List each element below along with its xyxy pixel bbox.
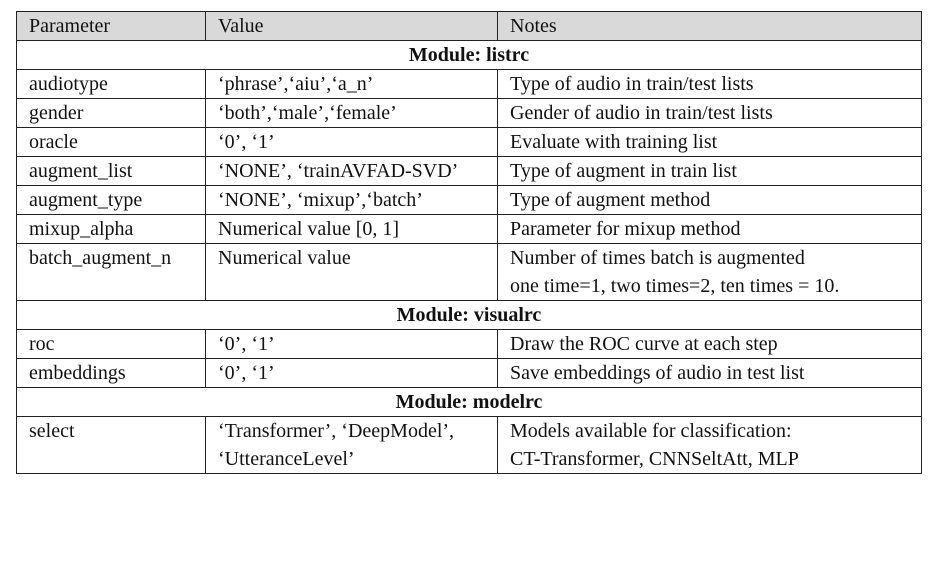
notes-cell: Type of audio in train/test lists bbox=[497, 69, 922, 99]
value-line: ‘UtteranceLevel’ bbox=[218, 448, 355, 470]
table-row: mixup_alpha Numerical value [0, 1] Paramet… bbox=[16, 214, 922, 244]
notes-line: CT-Transformer, CNNSeltAtt, MLP bbox=[510, 448, 799, 470]
parameter-cell: roc bbox=[16, 329, 206, 359]
header-value: Value bbox=[205, 11, 498, 41]
table-row: embeddings ‘0’, ‘1’ Save embeddings of aud… bbox=[16, 358, 922, 388]
notes-line: Evaluate with training list bbox=[510, 131, 718, 153]
value-cell: ‘NONE’, ‘trainAVFAD-SVD’ bbox=[205, 156, 498, 186]
parameter-table: Parameter Value Notes Module: listrc audi… bbox=[16, 11, 922, 474]
parameter-cell: gender bbox=[16, 98, 206, 128]
module-row: Module: listrc bbox=[16, 40, 922, 70]
table-body: Module: listrc audiotype ‘phrase’,‘aiu’,‘a… bbox=[16, 40, 922, 474]
notes-line: Draw the ROC curve at each step bbox=[510, 333, 778, 355]
module-row: Module: visualrc bbox=[16, 300, 922, 330]
notes-line: Save embeddings of audio in test list bbox=[510, 362, 805, 384]
value-line: Numerical value bbox=[218, 247, 351, 269]
table-row: batch_augment_n Numerical value Number of … bbox=[16, 243, 922, 301]
table-row: oracle ‘0’, ‘1’ Evaluate with training lis… bbox=[16, 127, 922, 157]
value-line: ‘NONE’, ‘trainAVFAD-SVD’ bbox=[218, 160, 459, 182]
value-line: ‘NONE’, ‘mixup’,‘batch’ bbox=[218, 189, 423, 211]
value-line: ‘0’, ‘1’ bbox=[218, 333, 275, 355]
module-row: Module: modelrc bbox=[16, 387, 922, 417]
value-cell: ‘0’, ‘1’ bbox=[205, 127, 498, 157]
header-parameter: Parameter bbox=[16, 11, 206, 41]
value-line: ‘both’,‘male’,‘female’ bbox=[218, 102, 397, 124]
notes-line: Parameter for mixup method bbox=[510, 218, 741, 240]
notes-cell: Type of augment method bbox=[497, 185, 922, 215]
parameter-cell: augment_type bbox=[16, 185, 206, 215]
value-line: ‘phrase’,‘aiu’,‘a_n’ bbox=[218, 73, 374, 95]
notes-cell: Parameter for mixup method bbox=[497, 214, 922, 244]
value-cell: ‘0’, ‘1’ bbox=[205, 358, 498, 388]
value-cell: Numerical value [0, 1] bbox=[205, 214, 498, 244]
notes-line: Type of augment in train list bbox=[510, 160, 737, 182]
parameter-cell: oracle bbox=[16, 127, 206, 157]
parameter-cell: embeddings bbox=[16, 358, 206, 388]
notes-cell: Draw the ROC curve at each step bbox=[497, 329, 922, 359]
value-line: ‘0’, ‘1’ bbox=[218, 131, 275, 153]
header-row: Parameter Value Notes bbox=[16, 11, 922, 41]
table-row: gender ‘both’,‘male’,‘female’ Gender of au… bbox=[16, 98, 922, 128]
value-line: ‘0’, ‘1’ bbox=[218, 362, 275, 384]
value-cell: ‘both’,‘male’,‘female’ bbox=[205, 98, 498, 128]
table-row: augment_list ‘NONE’, ‘trainAVFAD-SVD’ Type… bbox=[16, 156, 922, 186]
parameter-cell: batch_augment_n bbox=[16, 243, 206, 301]
table-row: select ‘Transformer’, ‘DeepModel’, ‘Uttera… bbox=[16, 416, 922, 474]
parameter-cell: audiotype bbox=[16, 69, 206, 99]
notes-line: Type of audio in train/test lists bbox=[510, 73, 754, 95]
value-cell: ‘phrase’,‘aiu’,‘a_n’ bbox=[205, 69, 498, 99]
table-header: Parameter Value Notes bbox=[16, 11, 922, 41]
table-row: audiotype ‘phrase’,‘aiu’,‘a_n’ Type of aud… bbox=[16, 69, 922, 99]
table-row: augment_type ‘NONE’, ‘mixup’,‘batch’ Type … bbox=[16, 185, 922, 215]
module-title: Module: listrc bbox=[16, 40, 922, 70]
parameter-cell: mixup_alpha bbox=[16, 214, 206, 244]
value-cell: ‘NONE’, ‘mixup’,‘batch’ bbox=[205, 185, 498, 215]
module-title: Module: visualrc bbox=[16, 300, 922, 330]
parameter-cell: select bbox=[16, 416, 206, 474]
notes-cell: Type of augment in train list bbox=[497, 156, 922, 186]
notes-cell: Save embeddings of audio in test list bbox=[497, 358, 922, 388]
header-notes: Notes bbox=[497, 11, 922, 41]
notes-line: Gender of audio in train/test lists bbox=[510, 102, 773, 124]
notes-cell: Gender of audio in train/test lists bbox=[497, 98, 922, 128]
notes-line: Number of times batch is augmented bbox=[510, 247, 805, 269]
parameter-cell: augment_list bbox=[16, 156, 206, 186]
value-line: Numerical value [0, 1] bbox=[218, 218, 400, 240]
notes-line: one time=1, two times=2, ten times = 10. bbox=[510, 275, 840, 297]
notes-line: Type of augment method bbox=[510, 189, 711, 211]
table-row: roc ‘0’, ‘1’ Draw the ROC curve at each st… bbox=[16, 329, 922, 359]
value-cell: ‘Transformer’, ‘DeepModel’, ‘UtteranceLev… bbox=[205, 416, 498, 474]
notes-line: Models available for classification: bbox=[510, 420, 792, 442]
notes-cell: Number of times batch is augmented one ti… bbox=[497, 243, 922, 301]
value-cell: ‘0’, ‘1’ bbox=[205, 329, 498, 359]
value-line: ‘Transformer’, ‘DeepModel’, bbox=[218, 420, 455, 442]
notes-cell: Evaluate with training list bbox=[497, 127, 922, 157]
value-cell: Numerical value bbox=[205, 243, 498, 301]
module-title: Module: modelrc bbox=[16, 387, 922, 417]
notes-cell: Models available for classification: CT-T… bbox=[497, 416, 922, 474]
